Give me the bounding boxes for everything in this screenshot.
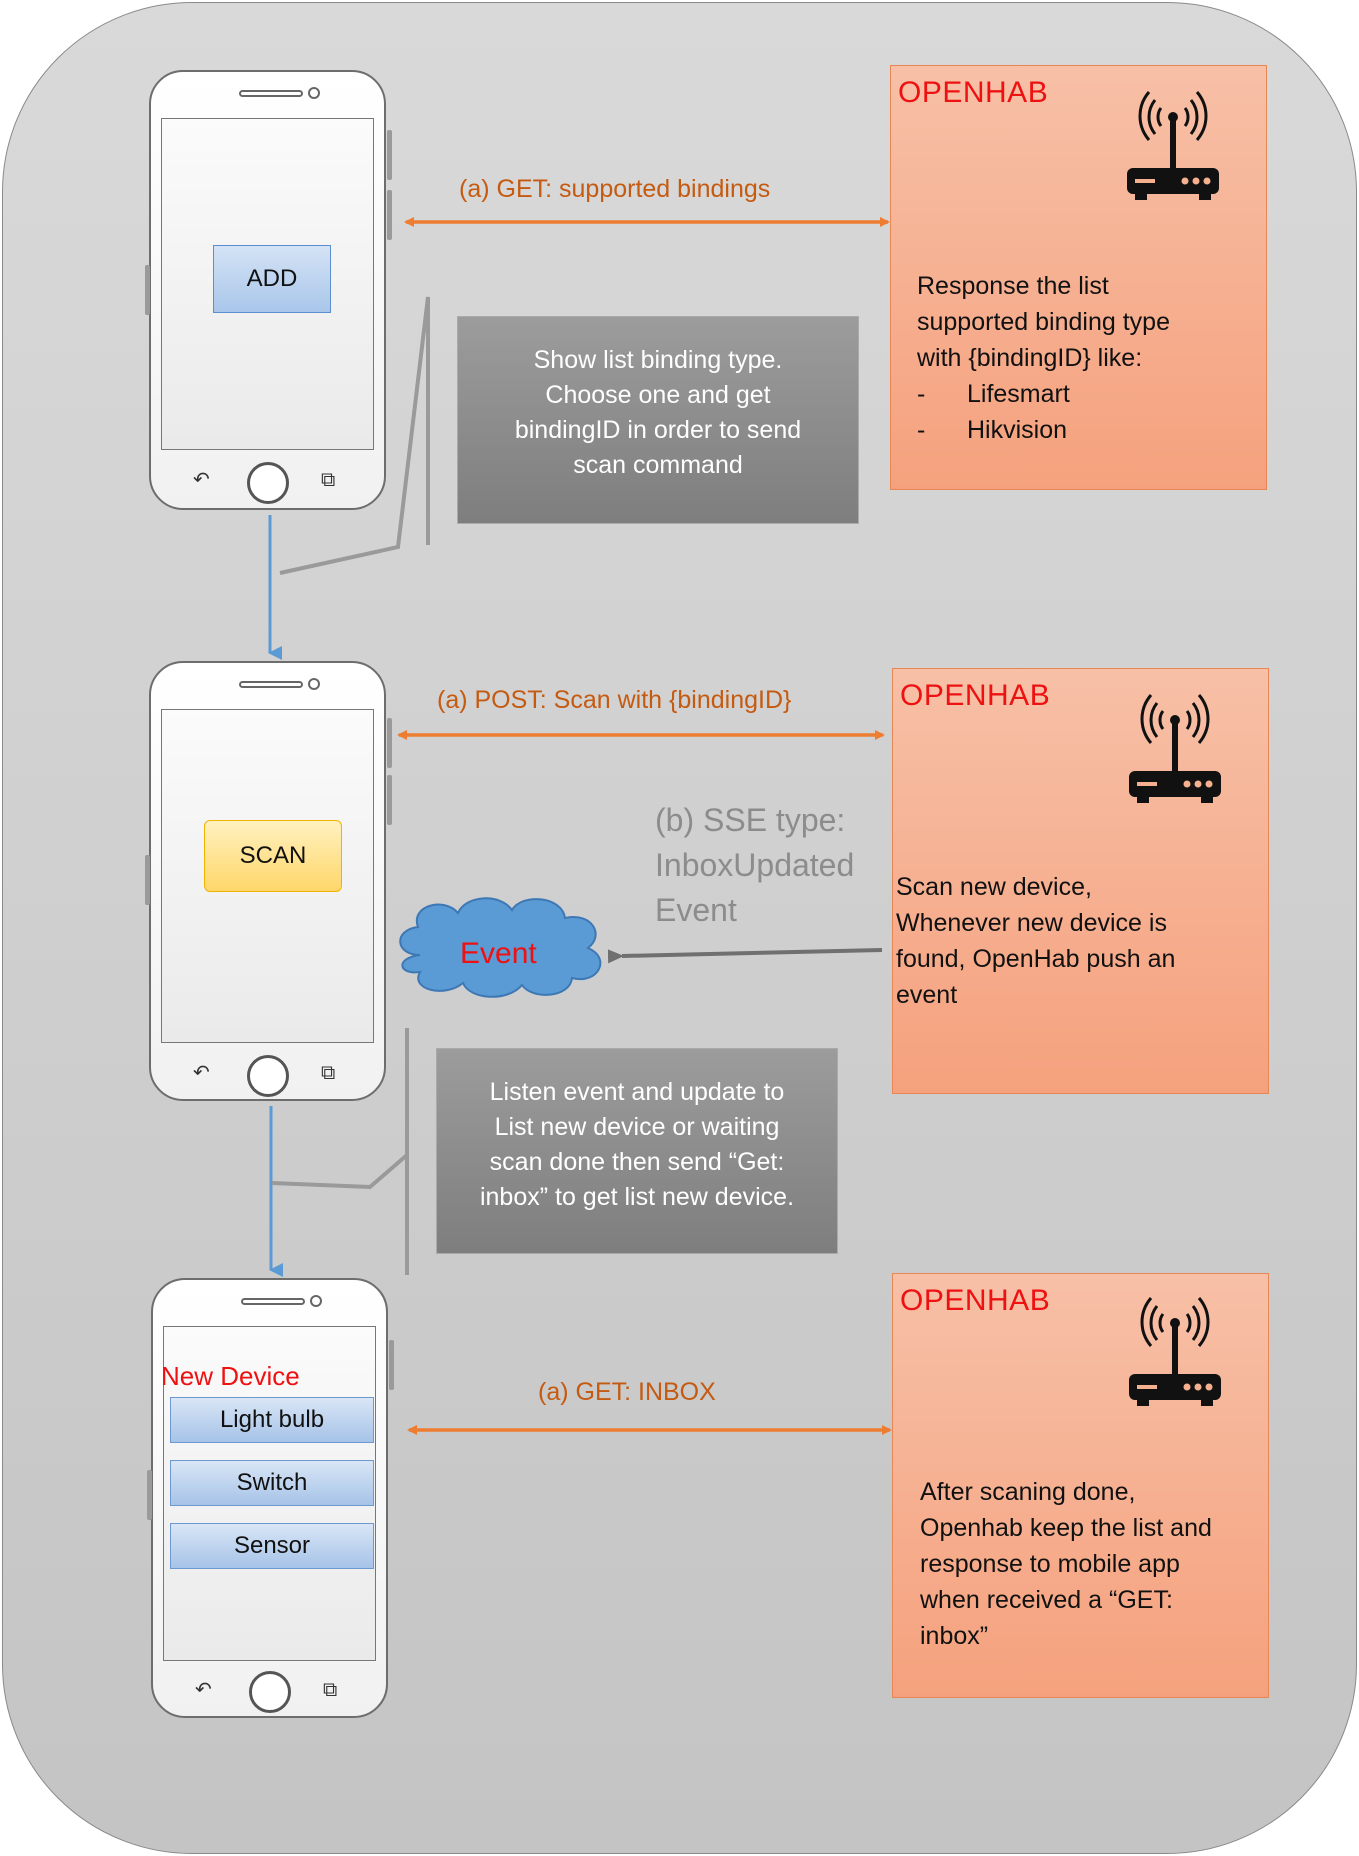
phone-camera	[308, 678, 320, 690]
openhab-text-line: Openhab keep the list and	[920, 1514, 1212, 1542]
openhab-box-step1: OPENHAB Response the list supported bind…	[890, 65, 1267, 490]
openhab-text-line: Response the list	[917, 272, 1109, 300]
phone-screen: ADD	[161, 118, 374, 450]
list-marker: -	[917, 380, 926, 408]
wifi-router-icon	[1127, 91, 1219, 200]
phone-side-button	[387, 190, 392, 240]
phone-side-button	[145, 855, 150, 905]
phone-step3: New Device Light bulb Switch Sensor ↶ ⧉	[151, 1278, 388, 1718]
phone-screen: New Device Light bulb Switch Sensor	[161, 1326, 376, 1661]
binding-list-item: - Hikvision	[917, 412, 1170, 448]
phone-camera	[308, 87, 320, 99]
phone-side-button	[387, 718, 392, 768]
phone-side-button	[387, 130, 392, 180]
arrow-label-get-inbox: (a) GET: INBOX	[538, 1378, 716, 1406]
sse-label-line: InboxUpdated	[655, 847, 855, 883]
recent-apps-icon[interactable]: ⧉	[323, 1679, 338, 1701]
openhab-title: OPENHAB	[898, 76, 1049, 109]
phone-side-button	[387, 775, 392, 825]
sse-event-label: (b) SSE type: InboxUpdated Event	[655, 798, 854, 933]
arrow-label-get-supported-bindings: (a) GET: supported bindings	[459, 175, 771, 203]
wifi-router-icon	[1129, 1297, 1221, 1406]
openhab-text-line: found, OpenHab push an	[896, 945, 1176, 973]
add-button[interactable]: ADD	[213, 245, 331, 313]
event-cloud-label: Event	[460, 937, 537, 970]
openhab-box-step3: OPENHAB After scaning done, Openhab keep…	[892, 1273, 1269, 1698]
phone-speaker	[239, 681, 303, 688]
recent-apps-icon[interactable]: ⧉	[321, 469, 336, 491]
openhab-title: OPENHAB	[900, 679, 1051, 712]
openhab-scan-text: Scan new device, Whenever new device is …	[896, 869, 1175, 1013]
sse-event-arrow	[607, 948, 883, 964]
note-line: List new device or waiting	[494, 1113, 780, 1141]
note-line: scan done then send “Get:	[489, 1148, 785, 1176]
note-line: inbox” to get list new device.	[479, 1183, 795, 1211]
openhab-text-line: with {bindingID} like:	[917, 344, 1143, 372]
binding-hikvision: Hikvision	[967, 416, 1068, 444]
phone-speaker	[239, 90, 303, 97]
openhab-text-line: when received a “GET:	[920, 1586, 1173, 1614]
phone-side-button	[145, 265, 150, 315]
sse-label-line: (b) SSE type:	[655, 802, 846, 838]
openhab-text-line: supported binding type	[917, 308, 1170, 336]
phone-side-button	[147, 1470, 152, 1520]
note-callout-1	[279, 296, 430, 575]
list-marker: -	[917, 416, 926, 444]
openhab-text-line: event	[896, 981, 958, 1009]
openhab-response-text: Response the list supported binding type…	[917, 268, 1170, 448]
openhab-text-line: response to mobile app	[920, 1550, 1180, 1578]
note-line: bindingID in order to send	[514, 416, 802, 444]
phone-speaker	[241, 1298, 305, 1305]
note-listen-event: Listen event and update to List new devi…	[436, 1048, 838, 1254]
openhab-text-line: inbox”	[920, 1622, 989, 1650]
openhab-box-step2: OPENHAB Scan new device, Whenever new de…	[892, 668, 1269, 1094]
phone-step1: ADD ↶ ⧉	[149, 70, 386, 510]
new-device-title: New Device	[161, 1361, 300, 1391]
device-item-light-bulb[interactable]: Light bulb	[170, 1397, 374, 1443]
home-button[interactable]	[247, 1055, 289, 1097]
back-icon[interactable]: ↶	[195, 1679, 212, 1701]
home-button[interactable]	[247, 462, 289, 504]
openhab-text-line: Whenever new device is	[896, 909, 1167, 937]
phone-camera	[310, 1295, 322, 1307]
home-button[interactable]	[249, 1671, 291, 1713]
phone-side-button	[389, 1340, 394, 1390]
openhab-inbox-text: After scaning done, Openhab keep the lis…	[920, 1474, 1212, 1654]
note-line: Listen event and update to	[489, 1078, 785, 1106]
openhab-text-line: Scan new device,	[896, 873, 1092, 901]
back-icon[interactable]: ↶	[193, 469, 210, 491]
back-icon[interactable]: ↶	[193, 1062, 210, 1084]
phone-screen: SCAN	[161, 709, 374, 1043]
openhab-title: OPENHAB	[900, 1284, 1051, 1317]
phone-step2: SCAN ↶ ⧉	[149, 661, 386, 1101]
device-item-sensor[interactable]: Sensor	[170, 1523, 374, 1569]
wifi-router-icon	[1129, 694, 1221, 803]
note-callout-2	[271, 1028, 409, 1275]
binding-lifesmart: Lifesmart	[967, 380, 1070, 408]
recent-apps-icon[interactable]: ⧉	[321, 1062, 336, 1084]
sse-label-line: Event	[655, 892, 737, 928]
scan-button[interactable]: SCAN	[204, 820, 342, 892]
note-line: scan command	[573, 451, 743, 479]
event-cloud-icon	[399, 897, 602, 998]
openhab-text-line: After scaning done,	[920, 1478, 1136, 1506]
device-item-switch[interactable]: Switch	[170, 1460, 374, 1506]
binding-list-item: - Lifesmart	[917, 376, 1170, 412]
note-line: Show list binding type.	[533, 346, 783, 374]
note-line: Choose one and get	[545, 381, 771, 409]
note-choose-binding: Show list binding type. Choose one and g…	[457, 316, 859, 524]
arrow-label-post-scan: (a) POST: Scan with {bindingID}	[437, 686, 792, 714]
